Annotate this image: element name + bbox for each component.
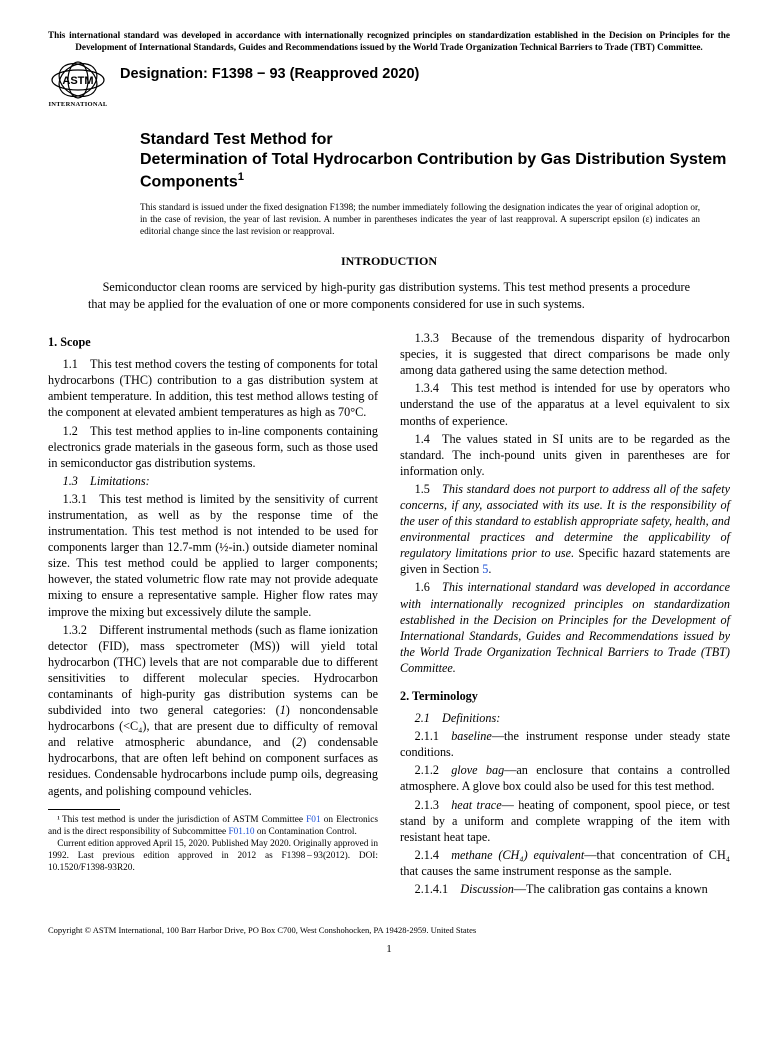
p211-a: 2.1.1 — [415, 729, 452, 743]
section-2-head: 2. Terminology — [400, 688, 730, 704]
para-2-1-3: 2.1.3 heat trace— heating of component, … — [400, 797, 730, 845]
para-1-3: 1.3 Limitations: — [48, 473, 378, 489]
para-1-5: 1.5 This standard does not purport to ad… — [400, 481, 730, 578]
term-glove-bag: glove bag — [451, 763, 504, 777]
title-prefix: Standard Test Method for — [140, 130, 730, 150]
title-main-text: Determination of Total Hydrocarbon Contr… — [140, 151, 726, 190]
page-number: 1 — [48, 943, 730, 955]
logo-label: INTERNATIONAL — [48, 101, 108, 108]
p16-ital: This international standard was develope… — [400, 580, 730, 674]
para-2-1: 2.1 Definitions: — [400, 710, 730, 726]
term-heat-trace: heat trace — [451, 798, 501, 812]
svg-text:ASTM: ASTM — [62, 75, 93, 87]
p2141-b: —The calibration gas contains a known — [514, 882, 708, 896]
para-1-3-1: 1.3.1 This test method is limited by the… — [48, 491, 378, 620]
copyright: Copyright © ASTM International, 100 Barr… — [48, 925, 730, 935]
astm-logo: ASTM INTERNATIONAL — [48, 60, 108, 108]
intro-body: Semiconductor clean rooms are serviced b… — [88, 279, 690, 312]
page: This international standard was develope… — [0, 0, 778, 975]
footnote-1: ¹ This test method is under the jurisdic… — [48, 814, 378, 838]
para-2-1-4: 2.1.4 methane (CH₄) equivalent—that conc… — [400, 847, 730, 879]
para-1-3-4: 1.3.4 This test method is intended for u… — [400, 380, 730, 428]
left-column: 1. Scope 1.1 This test method covers the… — [48, 330, 378, 899]
p212-a: 2.1.2 — [415, 763, 452, 777]
title-block: Standard Test Method for Determination o… — [140, 130, 730, 192]
p214-a: 2.1.4 — [415, 848, 452, 862]
para-2-1-1: 2.1.1 baseline—the instrument response u… — [400, 728, 730, 760]
body-columns: 1. Scope 1.1 This test method covers the… — [48, 330, 730, 899]
para-1-2: 1.2 This test method applies to in-line … — [48, 423, 378, 471]
para-1-6: 1.6 This international standard was deve… — [400, 579, 730, 676]
issue-note: This standard is issued under the fixed … — [140, 202, 700, 238]
fn1-c: on Contamination Control. — [255, 827, 357, 837]
astm-logo-icon: ASTM — [50, 60, 106, 100]
footnote-2: Current edition approved April 15, 2020.… — [48, 838, 378, 874]
designation: Designation: F1398 − 93 (Reapproved 2020… — [120, 66, 419, 82]
fn1-link-f01[interactable]: F01 — [306, 815, 320, 825]
p15-a: 1.5 — [415, 482, 442, 496]
title-sup: 1 — [238, 171, 244, 183]
section-1-head: 1. Scope — [48, 334, 378, 350]
fn1-a: ¹ This test method is under the jurisdic… — [57, 815, 306, 825]
para-1-3-3: 1.3.3 Because of the tremendous disparit… — [400, 330, 730, 378]
term-baseline: baseline — [451, 729, 492, 743]
footnote-rule — [48, 809, 120, 810]
para-2-1-4-1: 2.1.4.1 Discussion—The calibration gas c… — [400, 881, 730, 897]
right-column: 1.3.3 Because of the tremendous disparit… — [400, 330, 730, 899]
p213-a: 2.1.3 — [415, 798, 452, 812]
fn1-link-f0110[interactable]: F01.10 — [228, 827, 254, 837]
para-1-4: 1.4 The values stated in SI units are to… — [400, 431, 730, 479]
para-1-1: 1.1 This test method covers the testing … — [48, 356, 378, 420]
para-2-1-2: 2.1.2 glove bag—an enclosure that contai… — [400, 762, 730, 794]
p2141-a: 2.1.4.1 — [415, 882, 461, 896]
intro-heading: INTRODUCTION — [48, 254, 730, 269]
p16-a: 1.6 — [415, 580, 442, 594]
term-methane-equiv: methane (CH₄) equivalent — [451, 848, 584, 862]
p15-c: . — [488, 562, 491, 576]
top-notice: This international standard was develope… — [48, 30, 730, 54]
title-main: Determination of Total Hydrocarbon Contr… — [140, 150, 730, 192]
para-1-3-2: 1.3.2 Different instrumental methods (su… — [48, 622, 378, 799]
term-discussion: Discussion — [460, 882, 514, 896]
header-row: ASTM INTERNATIONAL Designation: F1398 − … — [48, 60, 730, 108]
